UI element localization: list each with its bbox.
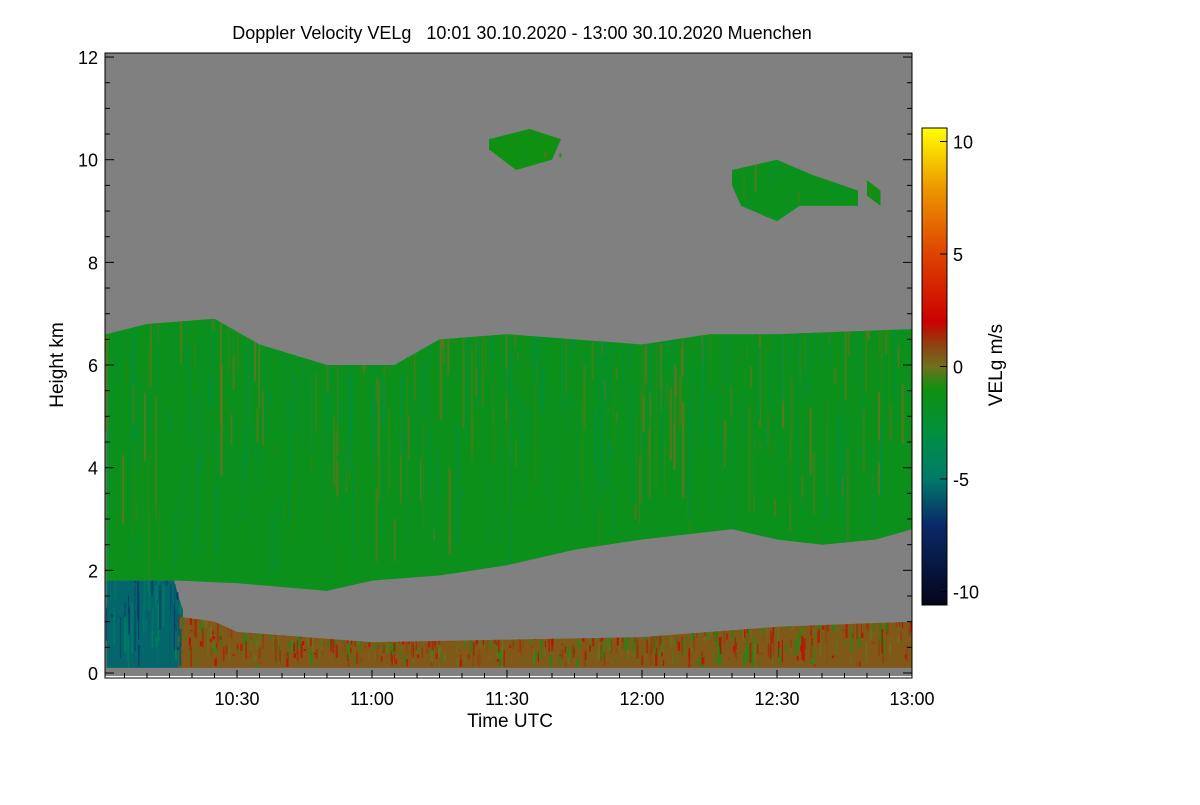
x-tick-label: 11:30	[485, 689, 529, 709]
x-axis: 10:30 11:00 11:30 12:00 12:30 13:00	[124, 670, 935, 709]
colorbar-tick-label: -10	[953, 583, 979, 603]
cirrus-3	[867, 180, 881, 206]
y-axis: 0 2 4 6 8 10 12	[78, 48, 912, 684]
cirrus-2	[732, 159, 858, 222]
x-tick-label: 13:00	[889, 689, 934, 709]
x-tick-label: 10:30	[214, 689, 259, 709]
y-tick-label: 10	[78, 151, 98, 171]
y-tick-label: 4	[88, 459, 98, 479]
chart-title: Doppler Velocity VELg 10:01 30.10.2020 -…	[232, 23, 811, 43]
y-tick-label: 2	[88, 561, 98, 581]
y-axis-label: Height km	[47, 322, 68, 408]
y-tick-label: 8	[88, 253, 98, 273]
x-axis-label: Time UTC	[467, 711, 553, 732]
colorbar-tick-label: 0	[953, 358, 963, 378]
y-tick-label: 0	[88, 664, 98, 684]
colorbar-ticks: 10 5 0 -5 -10	[940, 133, 979, 603]
colorbar-tick-label: 10	[953, 133, 973, 153]
colorbar-tick-label: 5	[953, 245, 963, 265]
y-tick-label: 6	[88, 356, 98, 376]
x-tick-label: 12:00	[619, 689, 664, 709]
x-tick-label: 12:30	[754, 689, 799, 709]
y-tick-label: 12	[78, 48, 98, 68]
x-tick-label: 11:00	[350, 689, 394, 709]
colorbar-tick-label: -5	[953, 470, 969, 490]
colorbar-label: VELg m/s	[986, 324, 1007, 406]
texture-streaks	[105, 128, 912, 668]
near-ground-gap	[105, 669, 912, 676]
